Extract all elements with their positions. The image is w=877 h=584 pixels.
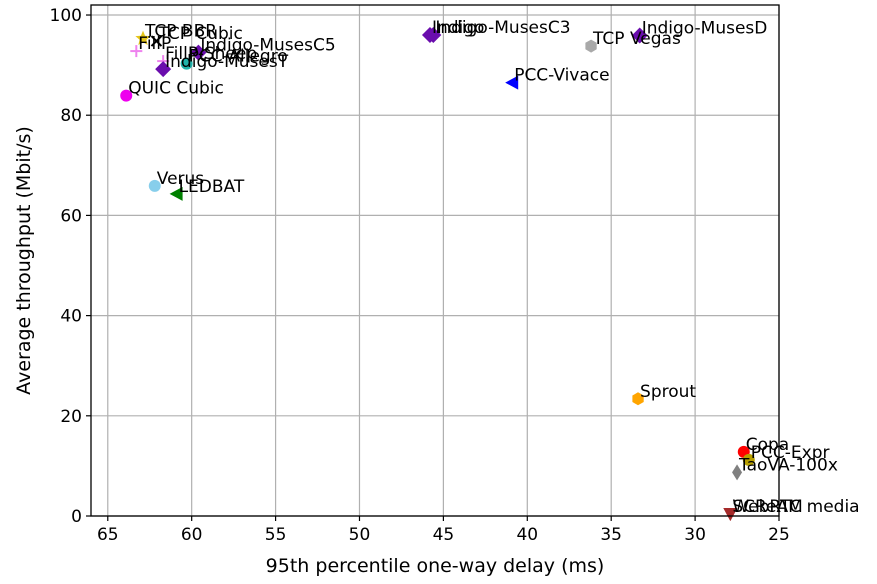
data-point xyxy=(150,35,163,47)
grid xyxy=(91,5,780,517)
data-point xyxy=(135,30,151,45)
data-point xyxy=(148,179,161,192)
y-tick-label: 0 xyxy=(71,507,82,527)
point-label: Indigo-MusesC3 xyxy=(435,18,570,38)
data-point xyxy=(585,39,597,53)
y-tick-label: 100 xyxy=(50,6,82,26)
point-label: FillP-Sheep xyxy=(165,44,257,64)
data-point xyxy=(190,44,207,61)
point-label: QUIC Cubic xyxy=(128,79,224,99)
data-point xyxy=(425,27,442,44)
point-label: TaoVA-100x xyxy=(738,455,838,475)
x-tick-label: 60 xyxy=(181,525,203,545)
y-tick-label: 20 xyxy=(60,407,82,427)
point-label: Indigo xyxy=(432,18,485,38)
data-point xyxy=(180,57,193,70)
y-axis-ticks: 0 20 40 60 80 100 xyxy=(50,6,91,527)
data-point xyxy=(120,89,133,102)
x-tick-label: 65 xyxy=(97,525,119,545)
point-label: FillP xyxy=(138,34,171,54)
point-label: PCC-Expr xyxy=(751,443,830,463)
data-point xyxy=(169,186,183,201)
y-tick-label: 80 xyxy=(60,106,82,126)
x-tick-label: 35 xyxy=(600,525,622,545)
point-label: Indigo-MusesC5 xyxy=(200,36,335,56)
data-point xyxy=(742,453,755,466)
data-point xyxy=(130,45,143,58)
point-label: Indigo-MusesD xyxy=(642,19,768,39)
point-label: Indigo-MusesT xyxy=(165,52,289,72)
data-points xyxy=(120,27,755,521)
data-point xyxy=(732,464,743,481)
point-label: WebRTC media xyxy=(732,497,859,517)
y-tick-label: 40 xyxy=(60,307,82,327)
data-point xyxy=(632,392,644,406)
point-label: Verus xyxy=(157,169,205,189)
data-point xyxy=(631,27,648,44)
y-tick-label: 60 xyxy=(60,206,82,226)
point-label: PCC-Vivace xyxy=(514,66,609,86)
x-tick-label: 25 xyxy=(768,525,790,545)
plot-frame xyxy=(90,4,780,517)
x-axis-title: 95th percentile one-way delay (ms) xyxy=(266,555,605,577)
x-axis-ticks: 65 60 55 50 45 40 35 30 25 xyxy=(97,516,790,545)
x-tick-label: 55 xyxy=(265,525,287,545)
x-tick-label: 30 xyxy=(684,525,706,545)
data-point xyxy=(155,61,172,78)
point-label: PCC-Allegro xyxy=(189,47,288,67)
x-tick-label: 45 xyxy=(433,525,455,545)
x-tick-label: 50 xyxy=(349,525,371,545)
y-axis-title: Average throughput (Mbit/s) xyxy=(13,126,35,395)
x-tick-label: 40 xyxy=(516,525,538,545)
point-label: TCP Cubic xyxy=(157,24,242,44)
point-label: SCReAM xyxy=(732,497,802,517)
point-label: TCP BBR xyxy=(144,22,217,42)
point-label: Sprout xyxy=(640,382,696,402)
data-point xyxy=(723,507,738,521)
data-point xyxy=(505,75,519,90)
point-label: LEDBAT xyxy=(179,177,245,197)
point-label: TCP Vegas xyxy=(592,29,681,49)
